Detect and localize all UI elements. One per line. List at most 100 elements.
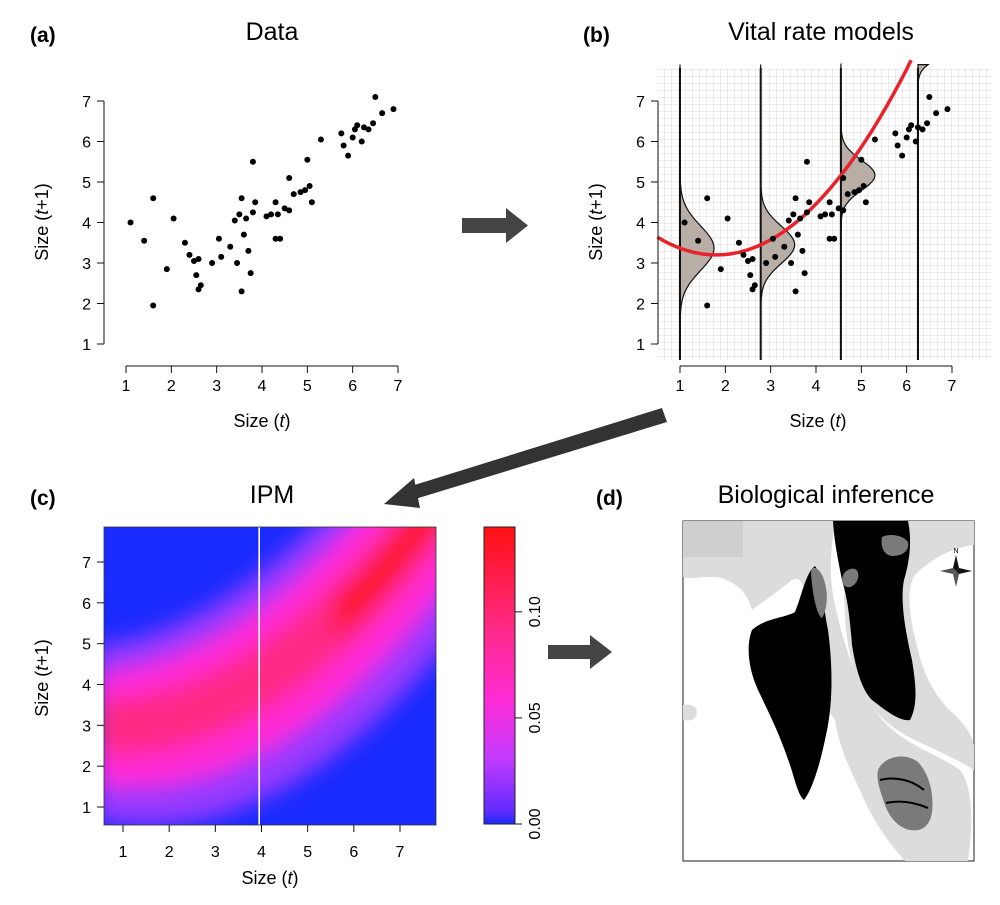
map-grey-patch-2: [881, 534, 909, 556]
panel-a-data-point: [249, 209, 256, 216]
panel-a-data-point: [349, 134, 356, 141]
panel-b-data-point: [835, 205, 842, 212]
panel-b-data-point: [772, 253, 779, 260]
panel-b-data-point: [826, 199, 833, 206]
map-islet: [683, 704, 697, 721]
panel-a-data-point: [195, 255, 202, 262]
panel-b-data-point: [926, 93, 933, 100]
panel-b-data-point: [822, 211, 829, 218]
panel-b-x-tick-label: 3: [766, 378, 775, 395]
panel-a-data-point: [272, 199, 279, 206]
panel-a-axes: 1 2 3 4 5 6 7 1 2 3 4 5 6 7: [82, 94, 402, 395]
panel-b-data-point: [735, 239, 742, 246]
panel-a: (a) Data 1 2 3 4 5 6 7 1 2 3 4 5 6 7 Size (t) Size (t…: [30, 18, 403, 431]
panel-c-x-tick-label: 4: [257, 844, 266, 861]
ipm-colorbar-ticks: 0.00 0.05 0.10: [515, 596, 544, 840]
panel-a-data-point: [231, 217, 238, 224]
colorbar-tick-label: 0.05: [527, 702, 544, 733]
panel-b-data-point: [856, 187, 863, 194]
panel-a-label: (a): [30, 24, 56, 47]
panel-b-data-point: [788, 260, 795, 266]
panel-c-title: IPM: [250, 481, 294, 509]
panel-b-data-point: [840, 174, 847, 181]
panel-a-data-point: [245, 247, 252, 254]
panel-b-data-point: [704, 195, 711, 202]
panel-a-data-point: [286, 207, 293, 214]
panel-a-data-point: [340, 142, 347, 149]
panel-b: (b) Vital rate models 1 2 3 4 5 6 7 1 2 3 4 5 6 7 Siz…: [583, 18, 992, 431]
panel-b-x-tick-label: 4: [812, 378, 821, 395]
panel-a-data-point: [150, 302, 157, 309]
panel-a-data-point: [218, 253, 225, 260]
panel-b-data-point: [844, 191, 851, 198]
panel-a-x-tick-label: 5: [303, 378, 312, 395]
panel-b-data-point: [912, 138, 919, 145]
panel-b-data-point: [747, 272, 754, 279]
panel-b-data-point: [751, 282, 758, 289]
panel-b-scatter: [681, 93, 951, 309]
panel-b-data-point: [933, 110, 940, 117]
panel-a-data-point: [379, 110, 386, 117]
panel-c-y-tick-label: 3: [82, 718, 91, 735]
panel-a-data-point: [234, 260, 241, 266]
panel-c-x-tick-label: 5: [303, 844, 312, 861]
panel-a-data-point: [263, 213, 270, 220]
biological-inference-map: N: [682, 520, 975, 862]
panel-c-y-tick-label: 7: [82, 555, 91, 572]
panel-b-y-tick-label: 5: [636, 175, 645, 192]
panel-a-x-tick-label: 2: [167, 378, 176, 395]
panel-c-x-axis-label: Size (t): [241, 868, 298, 888]
panel-b-data-point: [769, 235, 776, 242]
panel-b-data-point: [803, 158, 810, 165]
panel-a-data-point: [345, 152, 352, 159]
arrow-b-to-c: [384, 408, 667, 508]
panel-c-x-tick-label: 7: [396, 844, 405, 861]
panel-c-y-tick-label: 2: [82, 759, 91, 776]
panel-b-data-point: [745, 257, 751, 264]
panel-b-data-point: [792, 288, 799, 295]
panel-a-data-point: [304, 156, 311, 163]
panel-a-scatter: [127, 93, 397, 309]
panel-a-data-point: [390, 106, 397, 113]
panel-b-data-point: [919, 126, 926, 133]
panel-c-y-tick-label: 4: [82, 678, 91, 695]
panel-c-y-tick-label: 1: [82, 800, 91, 817]
panel-a-data-point: [372, 93, 379, 100]
panel-a-data-point: [186, 251, 193, 258]
panel-a-data-point: [252, 199, 259, 206]
panel-a-data-point: [272, 235, 279, 242]
panel-b-data-point: [894, 142, 901, 149]
panel-b-data-point: [799, 247, 806, 254]
arrow-a-to-b: [462, 208, 528, 243]
panel-b-x-tick-label: 1: [676, 378, 685, 395]
panel-b-fit-curve: [656, 59, 913, 257]
panel-a-data-point: [150, 195, 157, 202]
panel-c-label: (c): [30, 487, 56, 510]
panel-b-y-tick-label: 6: [636, 135, 645, 152]
panel-c: (c) IPM 1 2 3 4 5 6 7 1 2 3 4 5 6 7 Size (t) Size (t+…: [30, 481, 544, 888]
panel-a-data-point: [127, 219, 134, 226]
panel-a-data-point: [370, 120, 377, 127]
panel-a-data-point: [354, 122, 361, 129]
panel-b-data-point: [681, 219, 688, 226]
panel-a-data-point: [302, 187, 309, 194]
panel-b-data-point: [831, 235, 838, 242]
panel-d-label: (d): [596, 487, 623, 510]
panel-c-x-tick-label: 3: [211, 844, 220, 861]
panel-a-data-point: [209, 260, 216, 266]
map-dark-west-region: [748, 566, 832, 800]
panel-b-data-point: [749, 255, 756, 262]
panel-b-data-point: [871, 136, 878, 143]
panel-b-data-point: [785, 217, 792, 224]
panel-b-data-point: [903, 134, 910, 141]
panel-d: (d) Biological inference: [596, 481, 975, 862]
panel-b-data-point: [817, 213, 824, 220]
panel-a-data-point: [243, 215, 250, 222]
panel-a-x-tick-label: 6: [348, 378, 357, 395]
panel-c-x-tick-label: 6: [349, 844, 358, 861]
panel-a-x-tick-label: 3: [212, 378, 221, 395]
map-land-patch: [683, 521, 743, 557]
panel-b-data-point: [704, 302, 711, 309]
colorbar-tick-label: 0.00: [527, 808, 544, 839]
panel-a-data-point: [240, 231, 247, 238]
